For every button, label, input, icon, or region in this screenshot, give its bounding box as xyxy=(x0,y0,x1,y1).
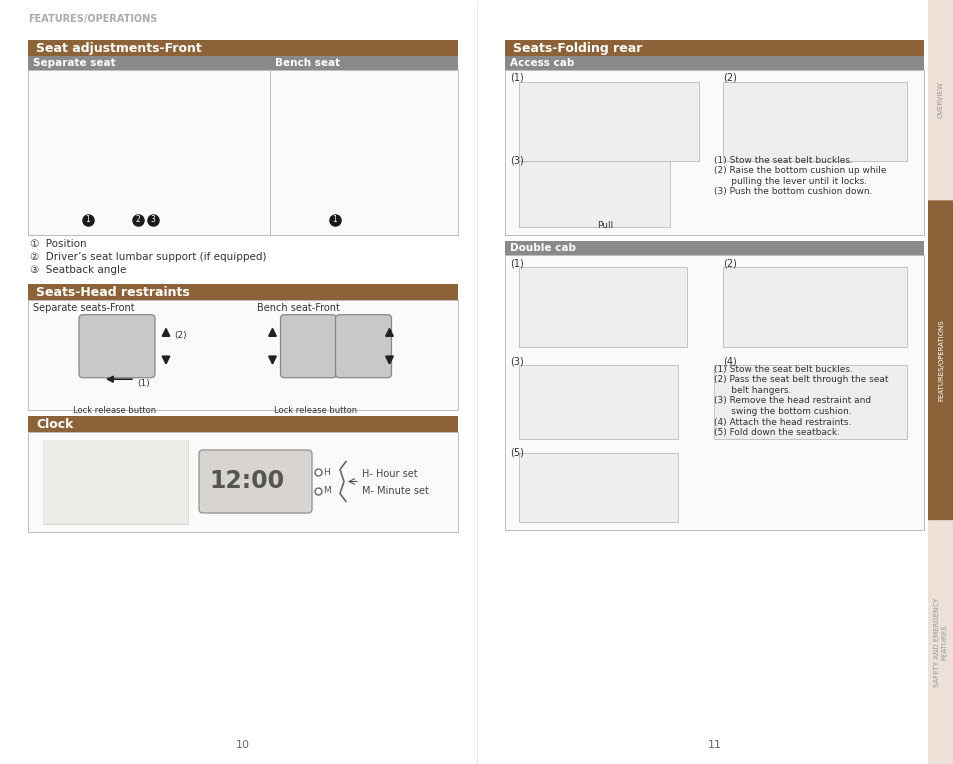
Bar xyxy=(43,440,188,524)
Bar xyxy=(518,82,699,161)
FancyBboxPatch shape xyxy=(280,315,336,377)
Text: (1): (1) xyxy=(510,258,523,268)
Bar xyxy=(504,255,923,530)
Text: Access cab: Access cab xyxy=(510,58,574,68)
Text: 2: 2 xyxy=(135,215,140,225)
FancyBboxPatch shape xyxy=(79,315,154,377)
Bar xyxy=(270,70,457,235)
Text: (2) Raise the bottom cushion up while: (2) Raise the bottom cushion up while xyxy=(714,167,886,175)
Text: SAFETY AND EMERGENCY
FEATURES: SAFETY AND EMERGENCY FEATURES xyxy=(934,597,946,687)
Bar xyxy=(722,267,906,347)
Bar xyxy=(927,0,953,200)
Text: Pull: Pull xyxy=(597,221,613,230)
Bar xyxy=(203,454,308,509)
Text: Double cab: Double cab xyxy=(510,243,576,253)
Bar xyxy=(518,453,678,522)
Text: H: H xyxy=(323,468,330,477)
Text: (1) Stow the seat belt buckles.: (1) Stow the seat belt buckles. xyxy=(714,156,853,165)
Text: Clock: Clock xyxy=(36,419,73,432)
Bar xyxy=(28,300,457,410)
Bar xyxy=(28,416,457,432)
Text: Separate seat: Separate seat xyxy=(33,58,115,68)
Bar xyxy=(28,56,270,70)
FancyBboxPatch shape xyxy=(335,315,391,377)
Bar xyxy=(43,440,188,524)
Text: 1: 1 xyxy=(333,215,337,225)
Text: H- Hour set: H- Hour set xyxy=(361,469,417,479)
FancyBboxPatch shape xyxy=(199,450,312,513)
Bar xyxy=(927,0,953,764)
Bar xyxy=(28,284,457,300)
Text: FEATURES/OPERATIONS: FEATURES/OPERATIONS xyxy=(937,319,943,401)
Text: (3) Push the bottom cushion down.: (3) Push the bottom cushion down. xyxy=(714,187,872,196)
Text: Lock release button: Lock release button xyxy=(73,406,156,415)
Bar xyxy=(722,82,906,161)
Text: M: M xyxy=(323,487,331,495)
Text: Seats-Head restraints: Seats-Head restraints xyxy=(36,286,190,299)
Text: ②  Driver’s seat lumbar support (if equipped): ② Driver’s seat lumbar support (if equip… xyxy=(30,252,266,262)
Text: (3): (3) xyxy=(510,357,523,367)
Text: 10: 10 xyxy=(235,740,250,750)
Text: 3: 3 xyxy=(151,215,155,225)
Text: swing the bottom cushion.: swing the bottom cushion. xyxy=(714,407,851,416)
Text: belt hangers.: belt hangers. xyxy=(714,386,791,395)
Text: Separate seats-Front: Separate seats-Front xyxy=(33,303,134,313)
Bar xyxy=(270,56,457,70)
Text: (1): (1) xyxy=(510,73,523,83)
Text: (5): (5) xyxy=(510,448,523,458)
Text: FEATURES/OPERATIONS: FEATURES/OPERATIONS xyxy=(28,14,157,24)
Text: (2): (2) xyxy=(722,258,736,268)
Text: Bench seat: Bench seat xyxy=(274,58,340,68)
Bar xyxy=(714,365,906,439)
Bar xyxy=(28,70,270,235)
Text: Bench seat-Front: Bench seat-Front xyxy=(256,303,339,313)
Text: (4) Attach the head restraints.: (4) Attach the head restraints. xyxy=(714,417,851,426)
Text: (3) Remove the head restraint and: (3) Remove the head restraint and xyxy=(714,397,871,406)
Text: (4): (4) xyxy=(722,357,736,367)
Text: ③  Seatback angle: ③ Seatback angle xyxy=(30,265,126,275)
Bar xyxy=(28,432,457,532)
Bar xyxy=(504,56,923,70)
Text: (2): (2) xyxy=(173,332,187,340)
Text: M- Minute set: M- Minute set xyxy=(361,486,429,496)
Text: 11: 11 xyxy=(707,740,720,750)
Text: 1: 1 xyxy=(86,215,91,225)
Text: Lock release button: Lock release button xyxy=(274,406,357,415)
Text: OVERVIEW: OVERVIEW xyxy=(937,82,943,118)
Bar xyxy=(518,365,678,439)
Bar xyxy=(504,241,923,255)
Bar xyxy=(518,160,669,227)
Text: (2): (2) xyxy=(722,73,736,83)
Text: (3): (3) xyxy=(510,156,523,166)
Text: (1) Stow the seat belt buckles.: (1) Stow the seat belt buckles. xyxy=(714,365,853,374)
Bar xyxy=(927,200,953,520)
Bar xyxy=(927,520,953,764)
Bar xyxy=(28,40,457,56)
Bar xyxy=(518,267,686,347)
Text: pulling the lever until it locks.: pulling the lever until it locks. xyxy=(714,176,866,186)
Bar xyxy=(504,70,923,235)
Text: Seat adjustments-Front: Seat adjustments-Front xyxy=(36,42,201,56)
Text: ①  Position: ① Position xyxy=(30,239,87,249)
Text: (5) Fold down the seatback.: (5) Fold down the seatback. xyxy=(714,428,840,437)
Text: (2) Pass the seat belt through the seat: (2) Pass the seat belt through the seat xyxy=(714,375,888,384)
Text: 12:00: 12:00 xyxy=(210,470,284,494)
Text: Seats-Folding rear: Seats-Folding rear xyxy=(513,42,641,56)
Text: (1): (1) xyxy=(137,379,150,388)
Bar xyxy=(504,40,923,56)
